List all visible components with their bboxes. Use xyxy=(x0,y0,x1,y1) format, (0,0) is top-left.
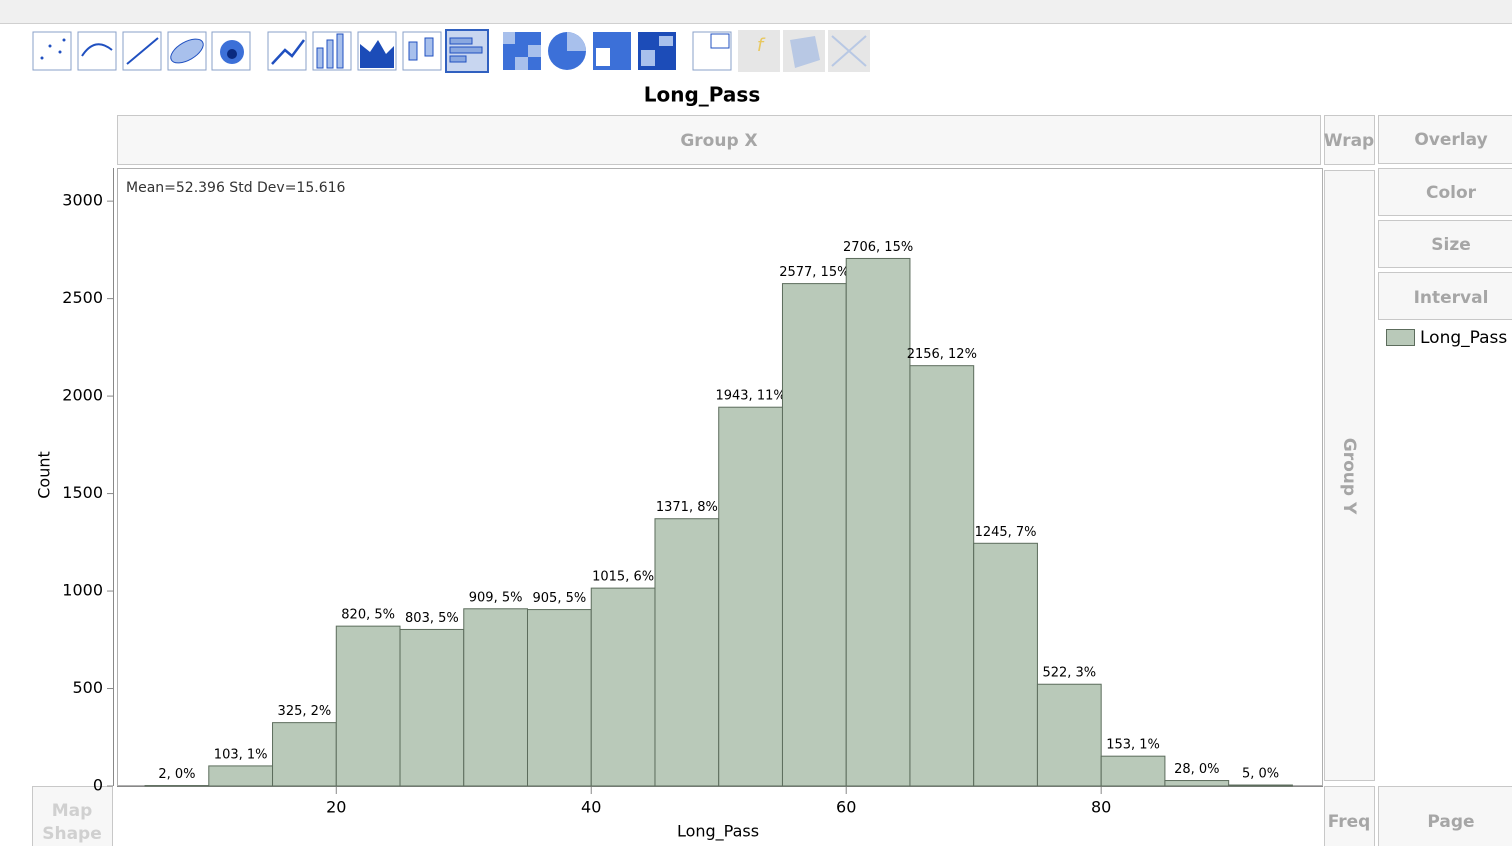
x-tick-label: 40 xyxy=(581,798,601,817)
y-tick-label: 1000 xyxy=(62,581,103,600)
value-label: 909, 5% xyxy=(469,590,523,605)
value-label: 2156, 12% xyxy=(907,347,977,362)
map-shapes-button[interactable] xyxy=(783,30,825,72)
value-label: 1371, 8% xyxy=(656,500,718,515)
x-axis-label: Long_Pass xyxy=(677,822,759,842)
mosaic-button[interactable] xyxy=(638,32,676,70)
x-tick-label: 20 xyxy=(326,798,346,817)
x-tick-label: 80 xyxy=(1091,798,1111,817)
histogram-bar xyxy=(335,625,401,787)
area-button[interactable] xyxy=(357,31,397,71)
interval-zone[interactable] xyxy=(1378,272,1512,320)
value-label: 2577, 15% xyxy=(779,265,849,280)
histogram-bar xyxy=(845,257,911,787)
x-tick-label: 60 xyxy=(836,798,856,817)
value-label: 325, 2% xyxy=(278,704,332,719)
legend-swatch xyxy=(1386,329,1415,346)
overlay-zone[interactable] xyxy=(1378,115,1512,164)
box-plot-button[interactable] xyxy=(402,31,442,71)
histogram-bar xyxy=(1228,784,1293,787)
heatmap-button[interactable] xyxy=(503,32,541,70)
histogram-bar xyxy=(526,609,592,787)
map-shape-label: Shape xyxy=(42,824,102,844)
value-label: 820, 5% xyxy=(341,608,395,623)
page-label: Page xyxy=(1427,812,1474,832)
value-label: 28, 0% xyxy=(1174,762,1219,777)
legend-label: Long_Pass xyxy=(1420,328,1507,348)
value-label: 2706, 15% xyxy=(843,240,913,255)
pie-button[interactable] xyxy=(548,32,586,70)
chart-title: Long_Pass xyxy=(644,83,760,107)
map-shape-zone[interactable] xyxy=(32,786,113,846)
points-button[interactable] xyxy=(32,31,72,71)
freq-label: Freq xyxy=(1328,812,1371,832)
wrap-zone[interactable] xyxy=(1324,115,1375,165)
color-zone[interactable] xyxy=(1378,168,1512,216)
formula-button[interactable]: f xyxy=(738,30,780,72)
wrap-label: Wrap xyxy=(1324,131,1374,151)
value-label: 153, 1% xyxy=(1106,738,1160,753)
histogram-bar xyxy=(590,587,656,787)
y-axis-label: Count xyxy=(35,451,54,499)
y-tick-label: 2000 xyxy=(62,386,103,405)
svg-text:f: f xyxy=(757,35,766,56)
value-label: 2, 0% xyxy=(158,767,195,782)
value-label: 103, 1% xyxy=(214,747,268,762)
histogram-bar xyxy=(654,518,720,787)
histogram-bar xyxy=(1164,780,1230,787)
caption-box-button[interactable] xyxy=(692,31,732,71)
histogram-bar xyxy=(208,765,274,787)
value-label: 522, 3% xyxy=(1042,666,1096,681)
color-label: Color xyxy=(1426,183,1477,203)
interval-label: Interval xyxy=(1414,288,1489,308)
freq-zone[interactable] xyxy=(1324,786,1375,846)
size-label: Size xyxy=(1431,235,1471,255)
bar-button[interactable] xyxy=(312,31,352,71)
map-shape-label: Map xyxy=(52,801,93,821)
histogram-bar xyxy=(781,283,847,787)
y-tick-label: 3000 xyxy=(62,191,103,210)
size-zone[interactable] xyxy=(1378,220,1512,268)
histogram-button[interactable] xyxy=(445,29,489,73)
toolbar: f xyxy=(32,29,870,73)
overlay-label: Overlay xyxy=(1414,130,1487,150)
y-tick-label: 500 xyxy=(72,678,103,697)
stats-annotation: Mean=52.396 Std Dev=15.616 xyxy=(126,180,346,196)
histogram-bar xyxy=(718,406,783,787)
page-zone[interactable] xyxy=(1378,786,1512,846)
top-bar xyxy=(0,0,1512,23)
group-y-label: Group Y xyxy=(1339,438,1359,515)
histogram-bar xyxy=(1036,683,1102,787)
value-label: 5, 0% xyxy=(1242,767,1279,782)
value-label: 1943, 11% xyxy=(715,389,785,404)
value-label: 1015, 6% xyxy=(592,570,654,585)
line-button[interactable] xyxy=(267,31,307,71)
smoother-button[interactable] xyxy=(77,31,117,71)
line-fit-button[interactable] xyxy=(122,31,162,71)
histogram-bar xyxy=(463,608,528,787)
histogram-bar xyxy=(399,628,465,787)
parallel-button[interactable] xyxy=(828,30,870,72)
ellipse-button[interactable] xyxy=(167,31,207,71)
value-label: 803, 5% xyxy=(405,611,459,626)
treemap-button[interactable] xyxy=(593,32,631,70)
y-tick-label: 0 xyxy=(93,776,103,795)
histogram-bar xyxy=(1100,755,1166,787)
y-tick-label: 1500 xyxy=(62,483,103,502)
group-y-zone[interactable] xyxy=(1324,170,1375,781)
histogram-bar xyxy=(272,722,337,787)
value-label: 905, 5% xyxy=(533,591,587,606)
histogram-bar xyxy=(909,365,975,787)
y-tick-label: 2500 xyxy=(62,288,103,307)
contour-button[interactable] xyxy=(211,31,251,71)
histogram-bar xyxy=(973,542,1038,787)
group-x-zone[interactable] xyxy=(117,115,1321,165)
value-label: 1245, 7% xyxy=(975,525,1037,540)
group-x-label: Group X xyxy=(680,131,757,151)
